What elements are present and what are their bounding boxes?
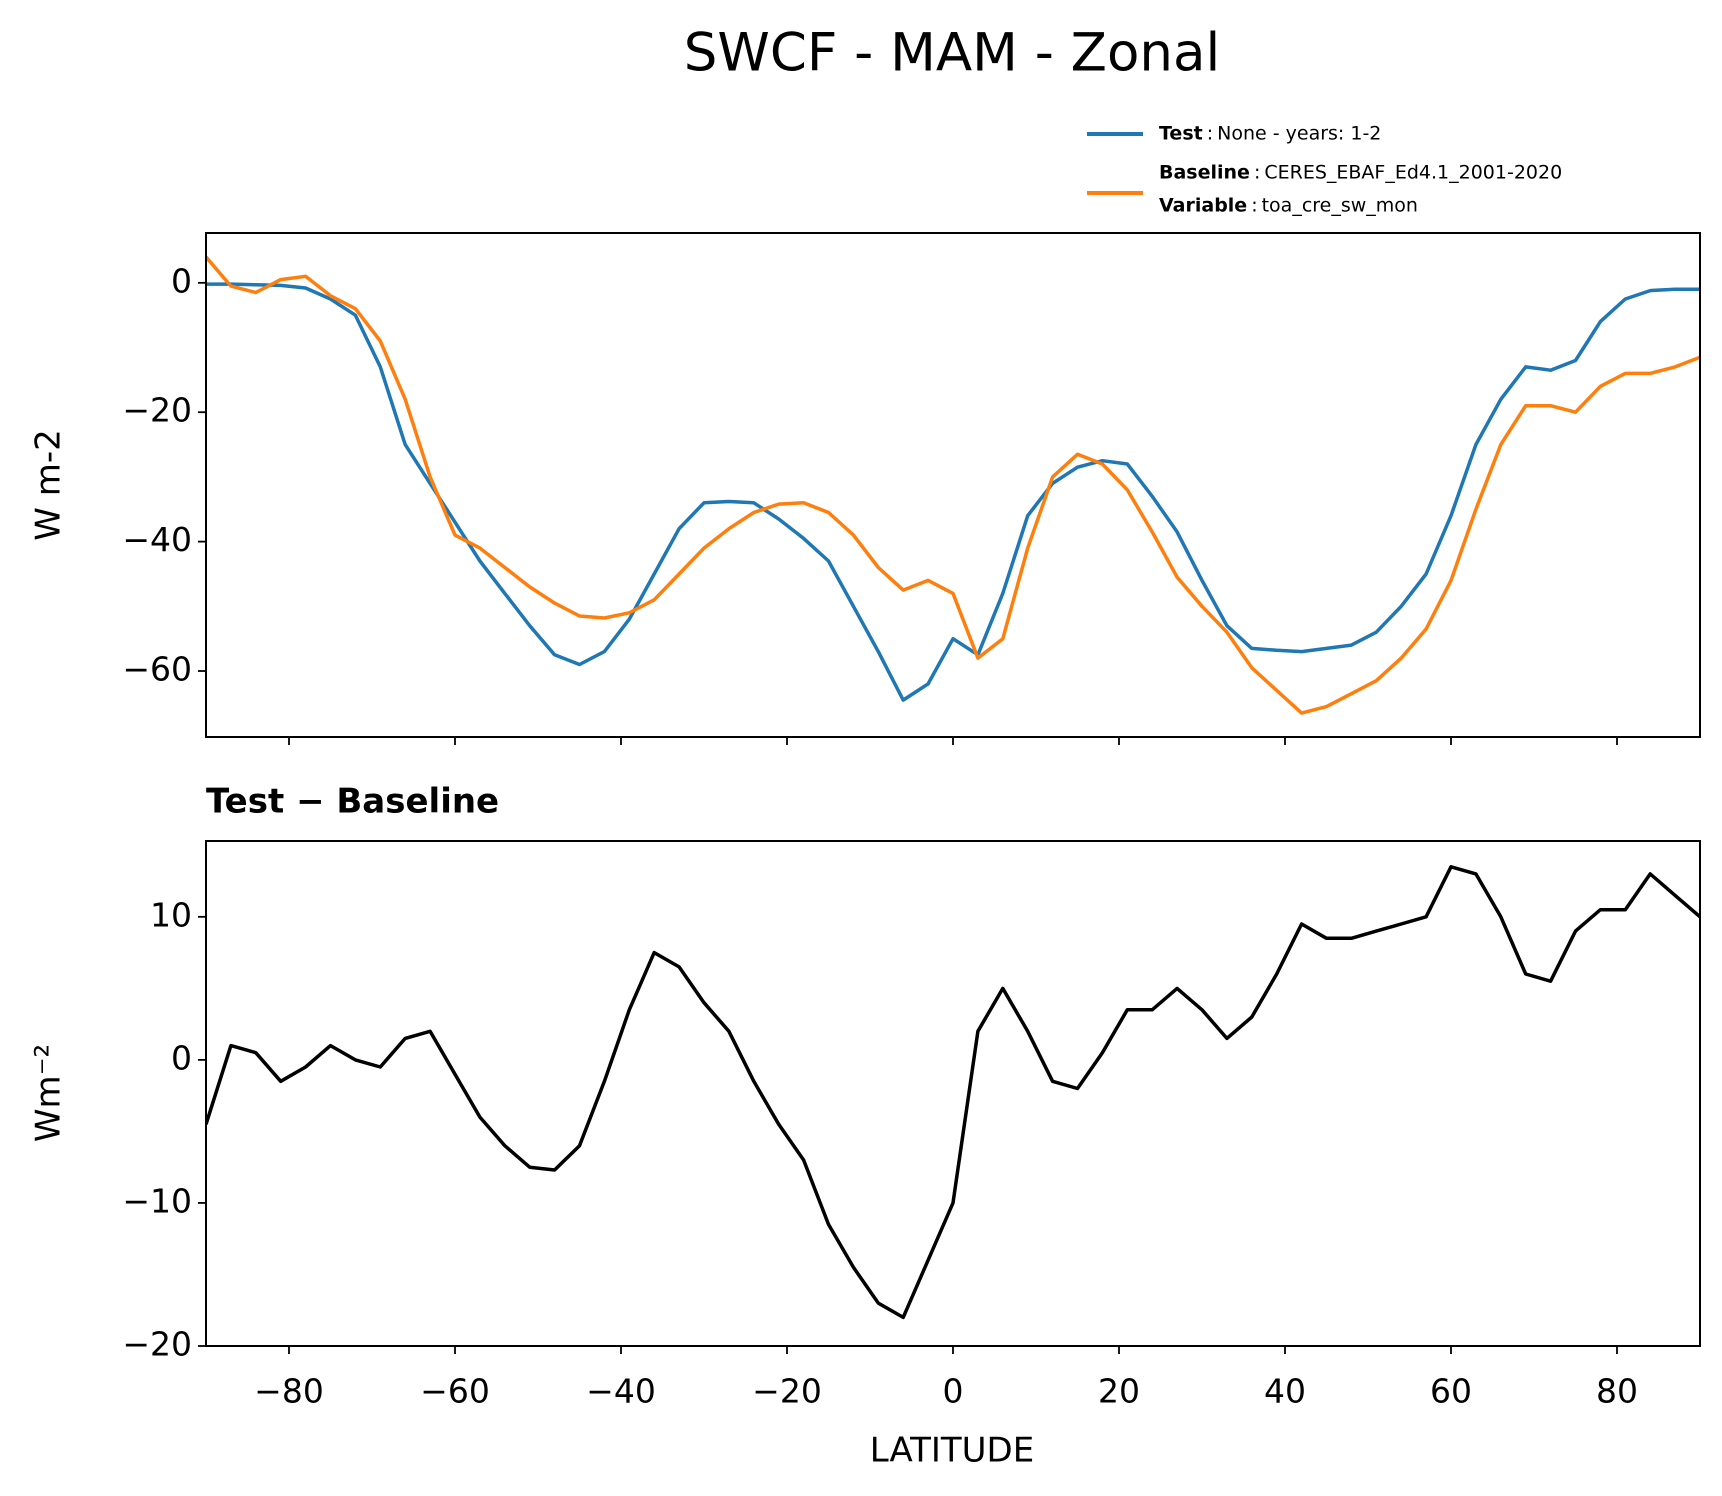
legend-separator: :: [1254, 162, 1260, 184]
legend-label: Variable: [1159, 195, 1247, 217]
legend-label: Test: [1159, 123, 1203, 145]
y-tick-label: 10: [150, 895, 192, 934]
x-tick-label: −20: [752, 1372, 822, 1411]
y-tick-label: −60: [122, 650, 192, 689]
x-tick-label: 60: [1430, 1372, 1472, 1411]
data-line: [206, 865, 1700, 1320]
legend-separator: :: [1207, 123, 1213, 145]
y-tick-label: −20: [122, 391, 192, 430]
y-tick-label: 0: [171, 1038, 192, 1077]
x-tick-label: 20: [1098, 1372, 1140, 1411]
x-tick-label: 80: [1596, 1372, 1638, 1411]
data-line: [206, 282, 1700, 702]
legend-text: None - years: 1-2: [1217, 123, 1381, 145]
x-axis-label: LATITUDE: [870, 1431, 1034, 1471]
y-tick-label: 0: [171, 261, 192, 300]
legend-text: CERES_EBAF_Ed4.1_2001-2020: [1264, 162, 1562, 184]
x-tick-label: −60: [420, 1372, 490, 1411]
y-tick-label: −10: [122, 1181, 192, 1220]
subplot-title: Test − Baseline: [206, 782, 499, 822]
y-tick-label: −20: [122, 1325, 192, 1364]
legend-label: Baseline: [1159, 162, 1250, 184]
data-line: [206, 255, 1700, 715]
y-tick-label: −40: [122, 520, 192, 559]
plot-frame: [205, 840, 1701, 1347]
legend-separator: :: [1251, 195, 1257, 217]
plot-frame: [205, 232, 1701, 738]
x-tick-label: 0: [943, 1372, 964, 1411]
x-tick-label: −80: [254, 1372, 324, 1411]
y-axis-label: W m-2: [29, 429, 69, 540]
y-axis-label: Wm⁻²: [29, 1044, 69, 1142]
x-tick-label: 40: [1264, 1372, 1306, 1411]
x-tick-label: −40: [586, 1372, 656, 1411]
legend-text: toa_cre_sw_mon: [1262, 195, 1418, 217]
figure-title: SWCF - MAM - Zonal: [684, 23, 1220, 84]
